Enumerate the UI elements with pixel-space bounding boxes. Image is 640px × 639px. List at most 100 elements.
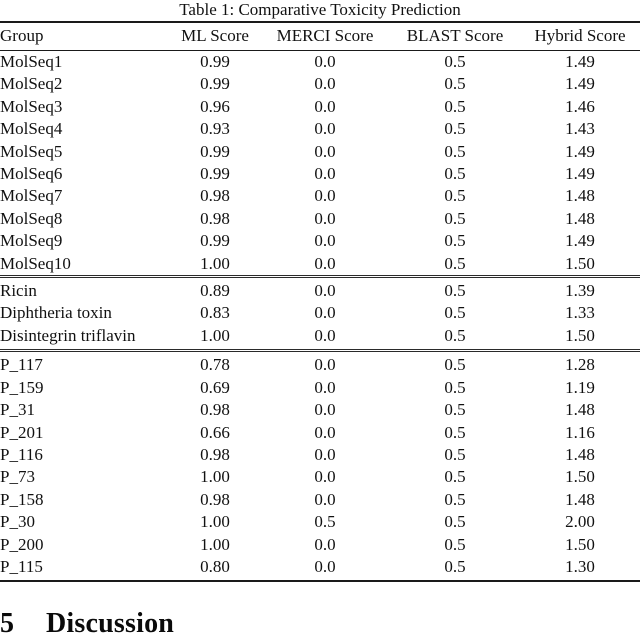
row-group-name: MolSeq9 [0,231,63,251]
score-cell: 0.0 [314,422,336,442]
row-group-name: MolSeq8 [0,208,63,228]
score-cell: 0.99 [200,231,230,251]
score-cell: 1.43 [565,119,595,139]
score-cell: 0.5 [444,186,466,206]
score-cell: 1.00 [200,534,230,554]
score-cell: 1.39 [565,281,595,301]
section-heading: 5 Discussion [0,610,640,638]
score-cell: 1.50 [565,534,595,554]
table-row: Diphtheria toxin 0.83 0.0 0.5 1.33 [0,302,640,324]
score-cell: 0.5 [444,467,466,487]
row-group-name: P_31 [0,400,35,420]
score-cell: 0.0 [314,355,336,375]
score-cell: 0.83 [200,303,230,323]
table-caption: Table 1: Comparative Toxicity Prediction [0,0,640,21]
table-row: MolSeq8 0.98 0.0 0.5 1.48 [0,208,640,230]
score-cell: 0.0 [314,208,336,228]
score-cell: 0.5 [444,231,466,251]
table-group-known-toxins: Ricin 0.89 0.0 0.5 1.39 Diphtheria toxin 0.83 0… [0,276,640,351]
row-group-name: MolSeq1 [0,52,63,71]
score-cell: 0.98 [200,208,230,228]
col-header-ml-score: ML Score [181,26,249,45]
score-cell: 0.5 [444,208,466,228]
score-cell: 0.96 [200,96,230,116]
col-header-blast-score: BLAST Score [406,26,504,45]
table-row: P_117 0.78 0.0 0.5 1.28 [0,351,640,377]
row-group-name: MolSeq3 [0,96,63,116]
score-cell: 1.30 [565,556,595,576]
score-cell: 0.0 [314,74,336,94]
col-header-group: Group [0,26,44,45]
score-cell: 0.5 [444,325,466,345]
score-cell: 1.48 [565,186,595,206]
row-group-name: P_30 [0,512,35,532]
table-row: P_115 0.80 0.0 0.5 1.30 [0,556,640,581]
score-cell: 0.5 [444,281,466,301]
score-cell: 1.00 [200,512,230,532]
table-row: MolSeq6 0.99 0.0 0.5 1.49 [0,163,640,185]
score-cell: 2.00 [565,512,595,532]
score-cell: 0.0 [314,119,336,139]
section-title: Discussion [46,608,175,639]
table-row: MolSeq10 1.00 0.0 0.5 1.50 [0,253,640,277]
row-group-name: Diphtheria toxin [0,303,112,323]
table-row: P_158 0.98 0.0 0.5 1.48 [0,489,640,511]
row-group-name: MolSeq2 [0,74,63,94]
score-cell: 0.5 [444,253,466,273]
score-cell: 0.89 [200,281,230,301]
score-cell: 0.5 [444,400,466,420]
score-cell: 0.0 [314,489,336,509]
score-cell: 0.0 [314,400,336,420]
table-row: P_73 1.00 0.0 0.5 1.50 [0,466,640,488]
score-cell: 0.5 [444,534,466,554]
score-cell: 0.0 [314,231,336,251]
score-cell: 0.5 [314,512,336,532]
row-group-name: P_116 [0,444,43,464]
score-cell: 0.0 [314,467,336,487]
score-cell: 0.0 [314,164,336,184]
score-cell: 0.0 [314,303,336,323]
header-row: Group ML Score MERCI Score BLAST Score H… [0,22,640,51]
score-cell: 1.48 [565,489,595,509]
score-cell: 0.99 [200,74,230,94]
score-cell: 0.5 [444,141,466,161]
score-cell: 0.99 [200,141,230,161]
score-cell: 1.16 [565,422,595,442]
score-cell: 1.00 [200,467,230,487]
score-cell: 0.0 [314,253,336,273]
score-cell: 0.5 [444,164,466,184]
score-cell: 0.5 [444,96,466,116]
table-caption-text: Table 1: Comparative Toxicity Prediction [179,0,461,19]
score-cell: 1.49 [565,164,595,184]
table-row: P_116 0.98 0.0 0.5 1.48 [0,444,640,466]
table-row: P_201 0.66 0.0 0.5 1.16 [0,422,640,444]
row-group-name: MolSeq5 [0,141,63,161]
score-cell: 0.5 [444,444,466,464]
table-row: MolSeq7 0.98 0.0 0.5 1.48 [0,185,640,207]
score-cell: 0.5 [444,355,466,375]
row-group-name: P_159 [0,377,44,397]
score-cell: 1.49 [565,52,595,71]
score-cell: 1.48 [565,208,595,228]
row-group-name: P_158 [0,489,44,509]
row-group-name: P_201 [0,422,44,442]
table-row: MolSeq9 0.99 0.0 0.5 1.49 [0,230,640,252]
score-cell: 1.50 [565,467,595,487]
score-cell: 0.66 [200,422,230,442]
score-cell: 0.98 [200,400,230,420]
score-cell: 1.50 [565,253,595,273]
score-cell: 1.49 [565,141,595,161]
score-cell: 1.28 [565,355,595,375]
score-cell: 0.0 [314,186,336,206]
score-cell: 1.49 [565,231,595,251]
score-cell: 0.0 [314,52,336,71]
score-cell: 0.5 [444,512,466,532]
score-cell: 1.46 [565,96,595,116]
table-row: Disintegrin triflavin 1.00 0.0 0.5 1.50 [0,325,640,351]
score-cell: 0.5 [444,556,466,576]
table-row: P_31 0.98 0.0 0.5 1.48 [0,399,640,421]
score-cell: 0.5 [444,52,466,71]
table-row: MolSeq4 0.93 0.0 0.5 1.43 [0,118,640,140]
table-row: Ricin 0.89 0.0 0.5 1.39 [0,277,640,303]
row-group-name: P_117 [0,355,43,375]
